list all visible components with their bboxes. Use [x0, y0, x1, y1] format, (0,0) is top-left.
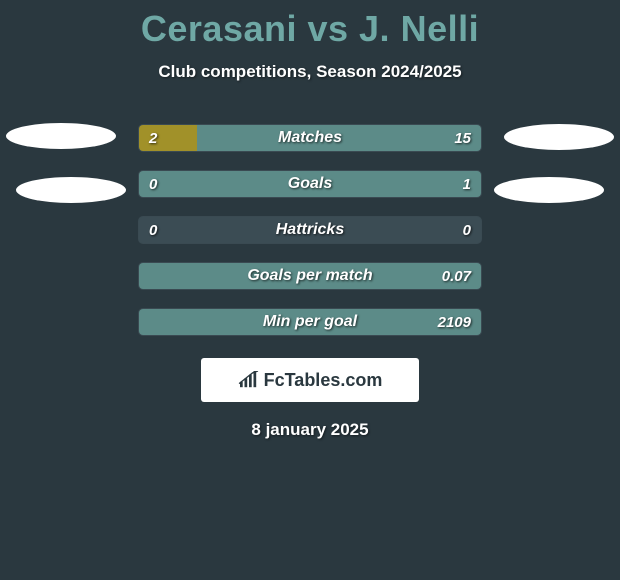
bar-left-fill: [139, 125, 197, 151]
bar-row: Matches215: [138, 124, 482, 152]
bar-left-value: 0: [149, 217, 157, 243]
bar-right-fill: [139, 171, 481, 197]
player-left-badge-1: [6, 123, 116, 149]
player-right-badge-2: [494, 177, 604, 203]
date-label: 8 january 2025: [0, 420, 620, 440]
bar-right-fill: [139, 263, 481, 289]
bar-row: Goals01: [138, 170, 482, 198]
page-title: Cerasani vs J. Nelli: [0, 0, 620, 50]
subtitle: Club competitions, Season 2024/2025: [0, 62, 620, 82]
comparison-bars: Matches215 Goals01 Hattricks0 0 Goals per ma…: [0, 124, 620, 336]
chart-icon: [238, 371, 260, 389]
bar-right-fill: [197, 125, 481, 151]
bar-right-value: 0: [463, 217, 471, 243]
player-right-badge-1: [504, 124, 614, 150]
logo-text: FcTables.com: [264, 370, 383, 391]
bar-right-fill: [139, 309, 481, 335]
bar-row: Min per goal2109: [138, 308, 482, 336]
bar-label: Hattricks: [139, 217, 481, 243]
bar-row: Hattricks0 0: [138, 216, 482, 244]
player-left-badge-2: [16, 177, 126, 203]
fctables-logo: FcTables.com: [201, 358, 419, 402]
bar-row: Goals per match0.07: [138, 262, 482, 290]
